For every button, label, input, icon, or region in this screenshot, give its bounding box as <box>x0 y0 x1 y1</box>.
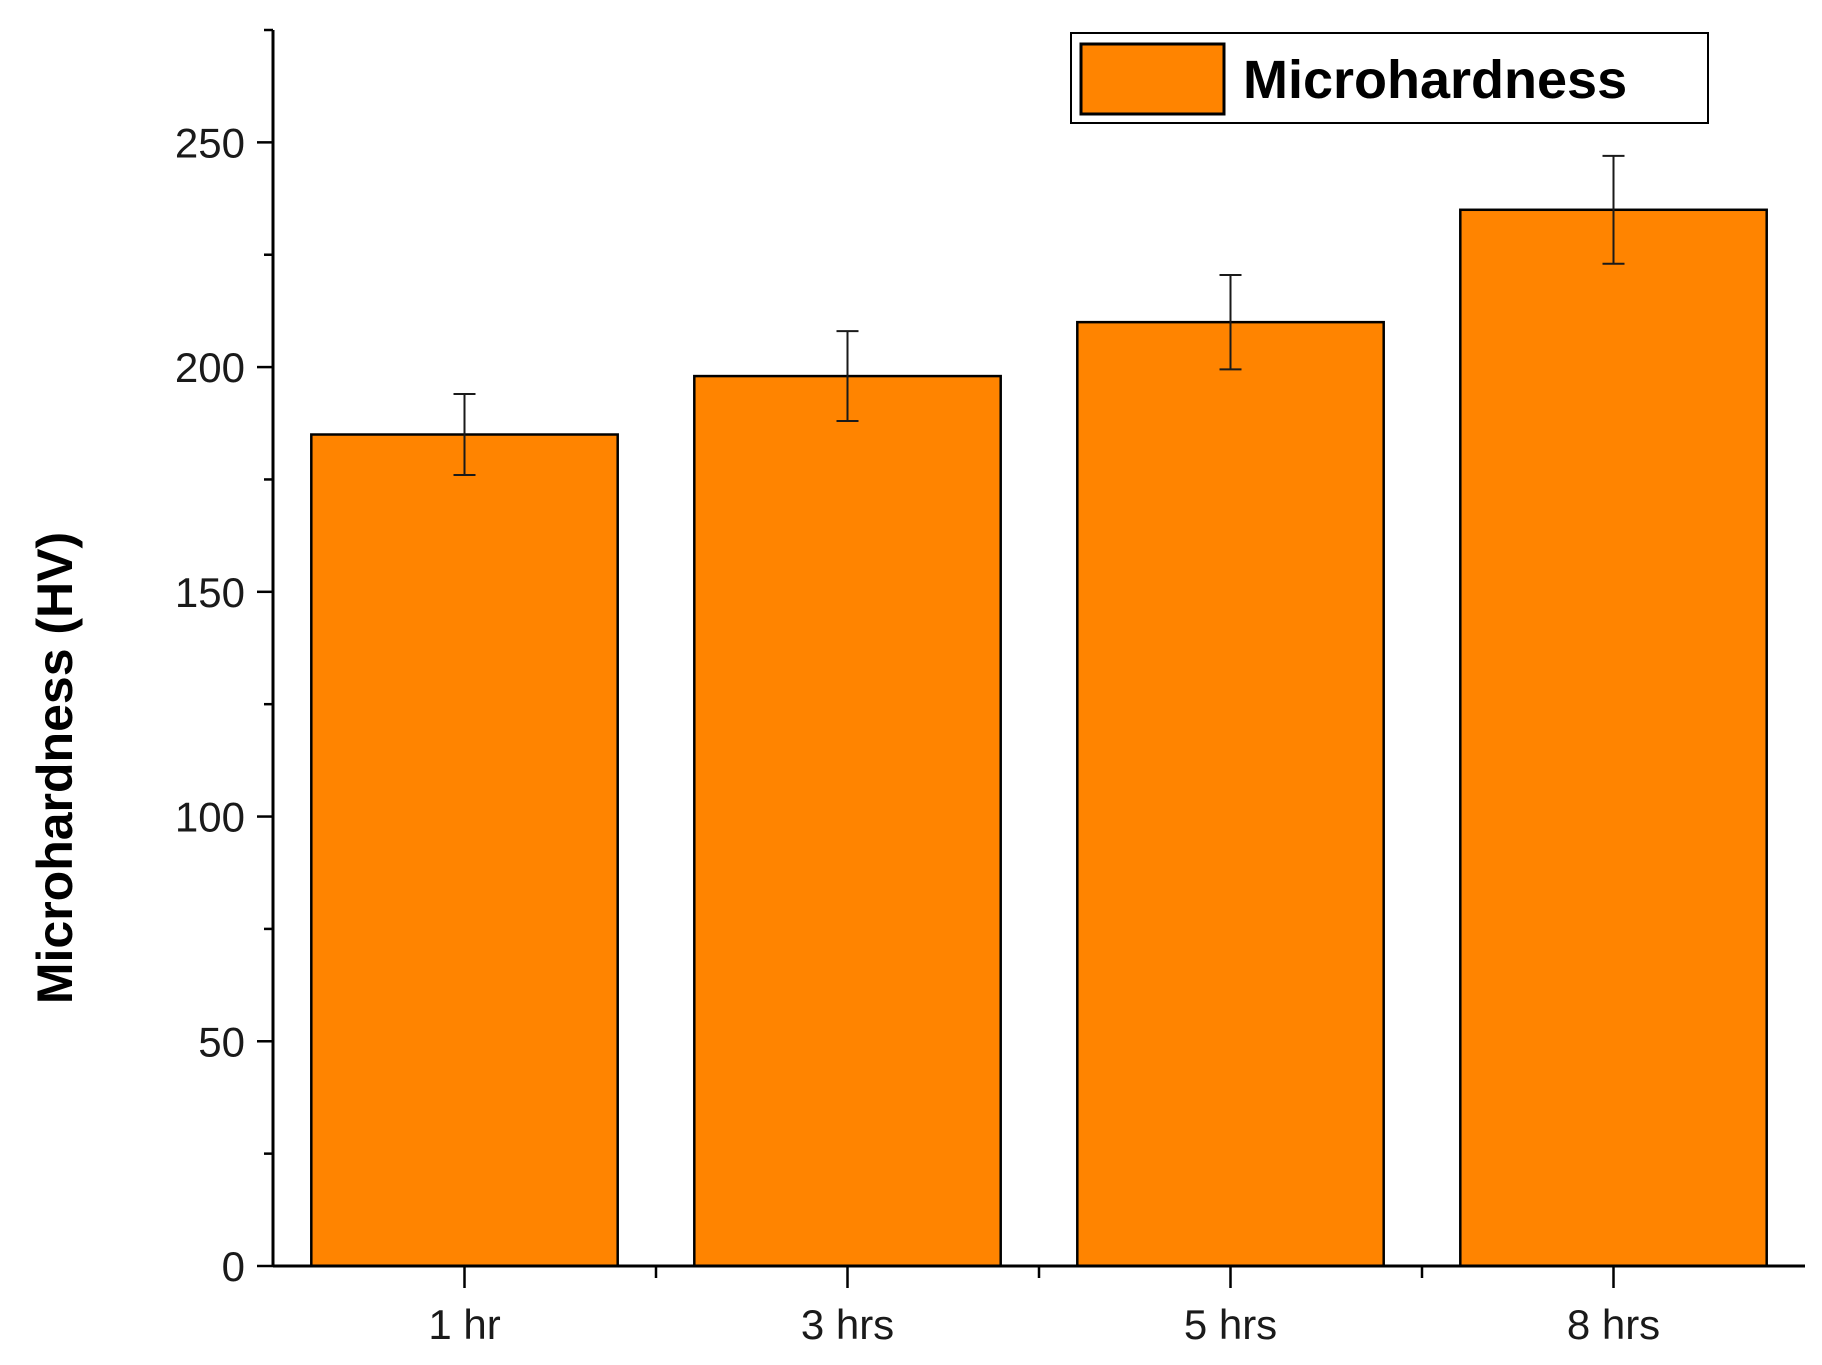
legend: Microhardness <box>1070 32 1709 124</box>
y-tick-label-200: 200 <box>175 344 245 391</box>
error-bars-layer <box>453 154 1625 476</box>
bar-2 <box>693 374 1002 1268</box>
legend-swatch <box>1079 42 1226 116</box>
y-axis-title: Microhardness (HV) <box>27 532 83 1004</box>
bars-layer <box>310 208 1768 1268</box>
bar-3 <box>1076 320 1385 1268</box>
x-tick-label-4: 8 hrs <box>1567 1301 1660 1348</box>
y-tick-label-250: 250 <box>175 119 245 166</box>
y-tick-label-50: 50 <box>198 1018 245 1065</box>
y-tick-label-150: 150 <box>175 569 245 616</box>
x-tick-label-3: 5 hrs <box>1184 1301 1277 1348</box>
x-tick-label-1: 1 hr <box>428 1301 500 1348</box>
y-tick-label-100: 100 <box>175 794 245 841</box>
bar-4 <box>1459 208 1768 1268</box>
axes-layer: 0 50 100 150 200 250 1 hr 3 hrs 5 hrs 8 hrs <box>175 28 1805 1348</box>
x-tick-label-2: 3 hrs <box>801 1301 894 1348</box>
legend-label: Microhardness <box>1243 50 1627 110</box>
bar-1 <box>310 433 619 1268</box>
y-tick-label-0: 0 <box>222 1243 245 1290</box>
